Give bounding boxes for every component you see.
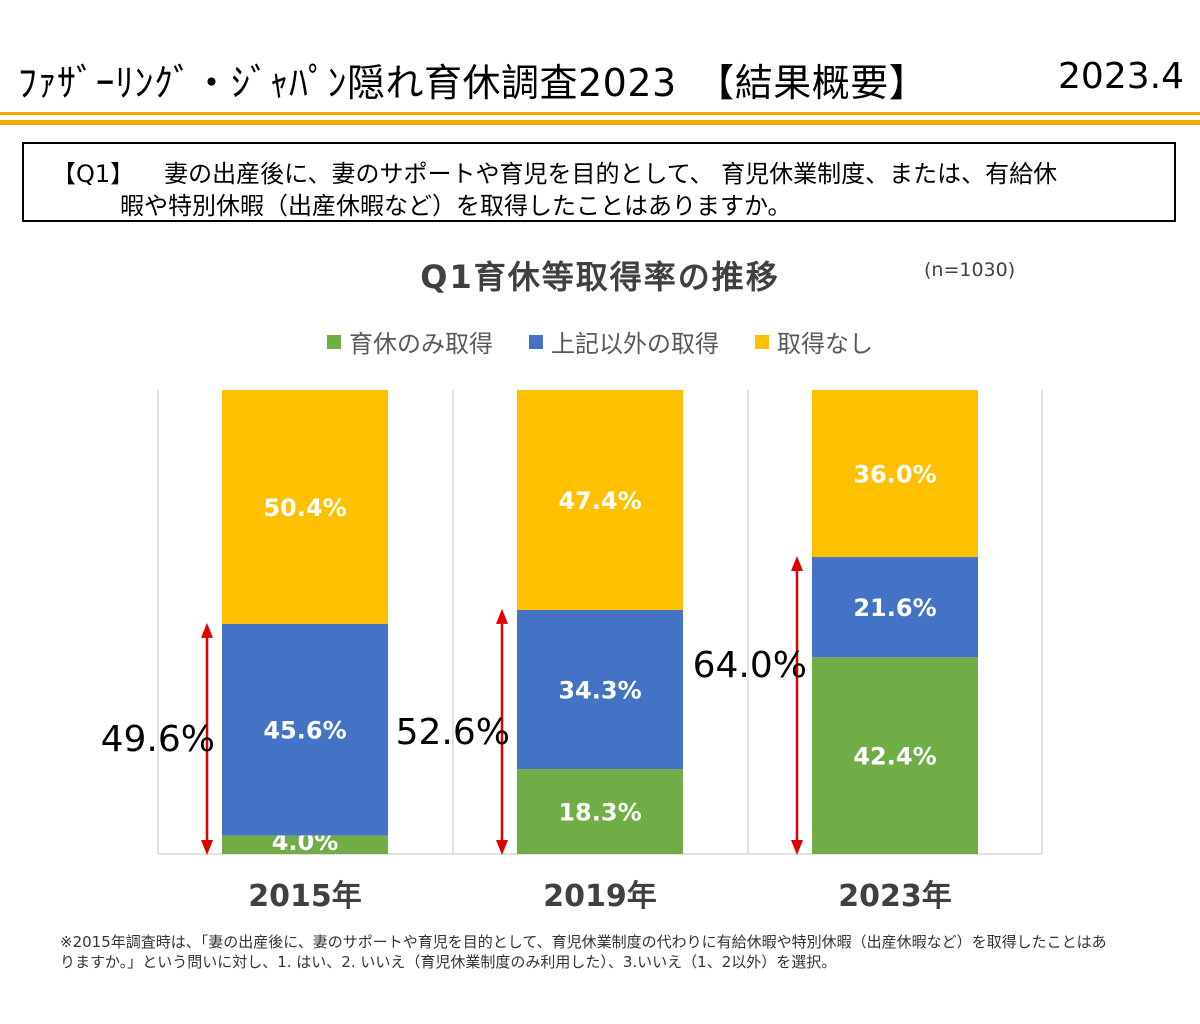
chart-title: Q1育休等取得率の推移 [420, 258, 780, 296]
legend-label-leave-only: 育休のみ取得 [349, 330, 493, 358]
legend-swatch-leave-only [327, 334, 341, 349]
total-arrow-head-up-0 [201, 622, 213, 638]
data-label-2015年-1: 45.6% [263, 717, 346, 745]
legend-swatch-other-leave [529, 334, 543, 349]
total-arrow-head-down-2 [791, 840, 803, 855]
bar-segment-2023年-1 [812, 557, 978, 658]
data-label-2019年-2: 47.4% [558, 487, 641, 515]
chart-legend: 育休のみ取得 上記以外の取得 取得なし [0, 324, 1200, 359]
bar-segment-2015年-0 [222, 835, 388, 854]
legend-label-other-leave: 上記以外の取得 [551, 330, 719, 358]
data-label-2023年-2: 36.0% [853, 461, 936, 489]
header-title: ﾌｧｻﾞｰﾘﾝｸﾞ・ｼﾞｬﾊﾟﾝ隠れ育休調査2023 【結果概要】 [18, 61, 928, 105]
bar-segment-2019年-0 [517, 769, 683, 854]
header-rule-thick [0, 120, 1200, 125]
data-label-2023年-0: 42.4% [853, 743, 936, 771]
bar-segment-2019年-1 [517, 609, 683, 770]
footnote: ※2015年調査時は、「妻の出産後に、妻のサポートや育児を目的として、育児休業制… [60, 933, 1107, 971]
data-label-2015年-2: 50.4% [263, 494, 346, 522]
question-text-1: 妻の出産後に、妻のサポートや育児を目的として、 育児休業制度、または、有給休 [164, 160, 1058, 188]
bar-segment-2023年-0 [812, 657, 978, 854]
total-label-1: 52.6% [396, 712, 510, 753]
header-date: 2023.4 [1058, 56, 1184, 97]
question-box: 【Q1】 妻の出産後に、妻のサポートや育児を目的として、 育児休業制度、または、有… [22, 142, 1176, 222]
bar-segment-2023年-2 [812, 390, 978, 558]
legend-item-leave-only: 育休のみ取得 [327, 324, 493, 359]
data-label-2019年-1: 34.3% [558, 677, 641, 705]
data-label-2019年-0: 18.3% [558, 799, 641, 827]
chart-sample-size: (n=1030) [924, 259, 1016, 281]
question-line-2: 暇や特別休暇（出産休暇など）を取得したことはありますか。 [120, 192, 792, 220]
bar-segment-2015年-2 [222, 390, 388, 624]
question-tag: 【Q1】 [52, 160, 135, 188]
total-arrow-head-down-0 [201, 840, 213, 855]
question-line-1: 【Q1】 妻の出産後に、妻のサポートや育児を目的として、 育児休業制度、または、有… [52, 154, 1057, 189]
legend-label-no-leave: 取得なし [777, 330, 873, 358]
category-label-2015年: 2015年 [248, 879, 362, 914]
total-arrow-head-up-2 [791, 556, 803, 572]
data-label-2023年-1: 21.6% [853, 594, 936, 622]
category-label-2019年: 2019年 [543, 879, 657, 914]
total-arrow-head-up-1 [496, 608, 508, 624]
total-label-2: 64.0% [693, 645, 807, 686]
bar-segment-2019年-2 [517, 390, 683, 610]
legend-item-no-leave: 取得なし [755, 324, 873, 359]
legend-swatch-no-leave [755, 334, 769, 349]
total-label-0: 49.6% [101, 719, 215, 760]
header-rule-thin [0, 112, 1200, 115]
legend-item-other-leave: 上記以外の取得 [529, 324, 719, 359]
bar-segment-2015年-1 [222, 623, 388, 836]
total-arrow-head-down-1 [496, 840, 508, 855]
category-label-2023年: 2023年 [838, 879, 952, 914]
